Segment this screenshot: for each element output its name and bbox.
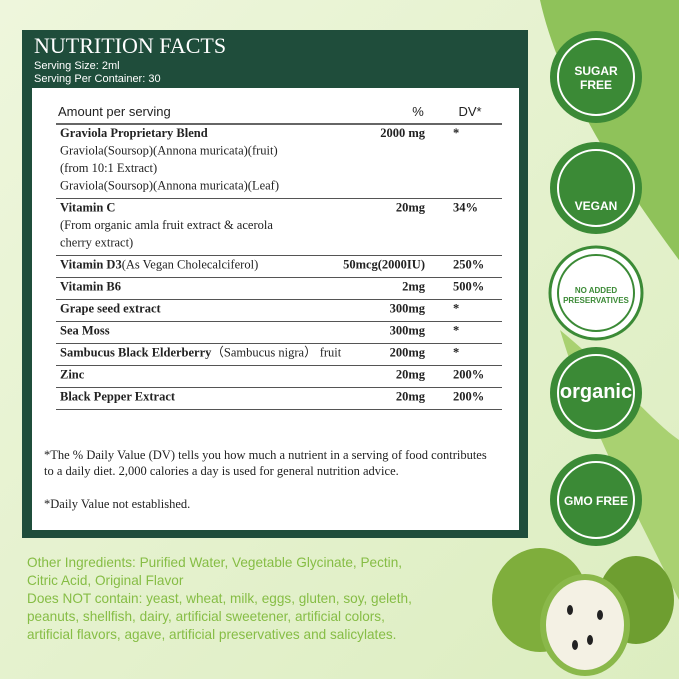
daily-value: *: [453, 324, 459, 338]
ingredient-line: artificial flavors, agave, artificial pr…: [27, 627, 396, 642]
amount: 2mg: [402, 280, 426, 294]
daily-value: *: [453, 126, 459, 140]
nutrient-name: Black Pepper Extract: [60, 390, 176, 404]
ingredient-line: peanuts, shellfish, dairy, artificial sw…: [27, 609, 385, 624]
ingredient-line: Does NOT contain: yeast, wheat, milk, eg…: [27, 591, 412, 606]
servings-per-container: Serving Per Container: 30: [34, 73, 161, 85]
nutrient-name: Zinc: [60, 368, 85, 382]
panel-body: [32, 88, 519, 530]
nutrient-extra: (As Vegan Cholecalciferol): [122, 258, 259, 272]
badge-ring: [557, 149, 635, 227]
nutrient-name: Sea Moss: [60, 324, 110, 338]
daily-value: 200%: [453, 390, 484, 404]
amount: 20mg: [396, 368, 426, 382]
nutrient-name: Vitamin B6: [60, 280, 121, 294]
nutrient-name: Vitamin D3(As Vegan Cholecalciferol): [60, 258, 258, 272]
amount: 50mcg(2000IU): [343, 258, 425, 272]
daily-value: 200%: [453, 368, 484, 382]
badge: [550, 347, 642, 439]
badge-label: VEGAN: [575, 199, 618, 213]
badge-ring: [557, 461, 635, 539]
nutrient-name: Sea Moss: [60, 324, 110, 338]
amount: 300mg: [390, 302, 426, 316]
footnote: *The % Daily Value (DV) tells you how mu…: [44, 448, 487, 462]
nutrient-name: Grape seed extract: [60, 302, 161, 316]
amount: 200mg: [390, 346, 426, 360]
badge: [550, 454, 642, 546]
nutrient-name: Vitamin C: [60, 201, 115, 215]
table: Graviola Proprietary Blend 2000 mg * Gravio…: [56, 126, 502, 410]
nutrient-detail: (From organic amla fruit extract & acero…: [60, 218, 273, 232]
badge: [550, 31, 642, 123]
nutrient-detail: cherry extract): [60, 236, 133, 250]
nutrient-name: Sambucus Black Elderberry: [60, 346, 212, 360]
badge-label: FREE: [580, 78, 612, 92]
nutrient-detail: Graviola(Soursop)(Annona muricata)(Leaf): [60, 179, 279, 193]
amount: 2000 mg: [380, 126, 426, 140]
badge-label: PRESERVATIVES: [563, 296, 629, 305]
table-header: Amount per serving: [58, 104, 171, 119]
nutrient-name: Zinc: [60, 368, 85, 382]
nutrient-name: Grape seed extract: [60, 302, 161, 316]
nutrient-name: Vitamin B6: [60, 280, 121, 294]
ingredients: Other Ingredients: Purified Water, Veget…: [27, 555, 412, 642]
fruit-illustration: [492, 548, 674, 676]
nutrient-detail: (from 10:1 Extract): [60, 161, 157, 175]
nutrient-detail: Graviola(Soursop)(Annona muricata)(fruit…: [60, 144, 278, 158]
daily-value: *: [453, 302, 459, 316]
table-header: DV*: [458, 104, 481, 119]
ingredient-line: Citric Acid, Original Flavor: [27, 573, 184, 588]
ingredient-line: Other Ingredients: Purified Water, Veget…: [27, 555, 402, 570]
panel-title: NUTRITION FACTS: [34, 33, 226, 58]
amount: 20mg: [396, 390, 426, 404]
badge-ring: [557, 254, 635, 332]
badge: [548, 245, 644, 341]
nutrient-name: Graviola Proprietary Blend: [60, 126, 208, 140]
badge-ring: [557, 354, 635, 432]
serving-size: Serving Size: 2ml: [34, 60, 120, 72]
daily-value: *: [453, 346, 459, 360]
footnote: *Daily Value not established.: [44, 497, 190, 511]
badge: [550, 142, 642, 234]
badge-ring: [557, 38, 635, 116]
nutrient-name: Graviola Proprietary Blend: [60, 126, 208, 140]
badge-label: SUGAR: [574, 64, 618, 78]
nutrient-name: Vitamin D3: [60, 258, 122, 272]
badge-label: organic: [560, 381, 632, 403]
nutrient-name: Sambucus Black Elderberry（Sambucus nigra…: [60, 346, 342, 360]
amount: 300mg: [390, 324, 426, 338]
amount: 20mg: [396, 201, 426, 215]
daily-value: 34%: [453, 201, 478, 215]
table-header: %: [412, 104, 424, 119]
nutrient-name: Vitamin C: [60, 201, 115, 215]
daily-value: 250%: [453, 258, 484, 272]
badge-label: GMO FREE: [564, 494, 628, 508]
nutrient-name: Black Pepper Extract: [60, 390, 176, 404]
daily-value: 500%: [453, 280, 484, 294]
badge-label: NO ADDED: [575, 286, 618, 295]
nutrient-extra: （Sambucus nigra） fruit: [211, 346, 341, 360]
footnote: to a daily diet. 2,000 calories a day is…: [44, 464, 399, 478]
